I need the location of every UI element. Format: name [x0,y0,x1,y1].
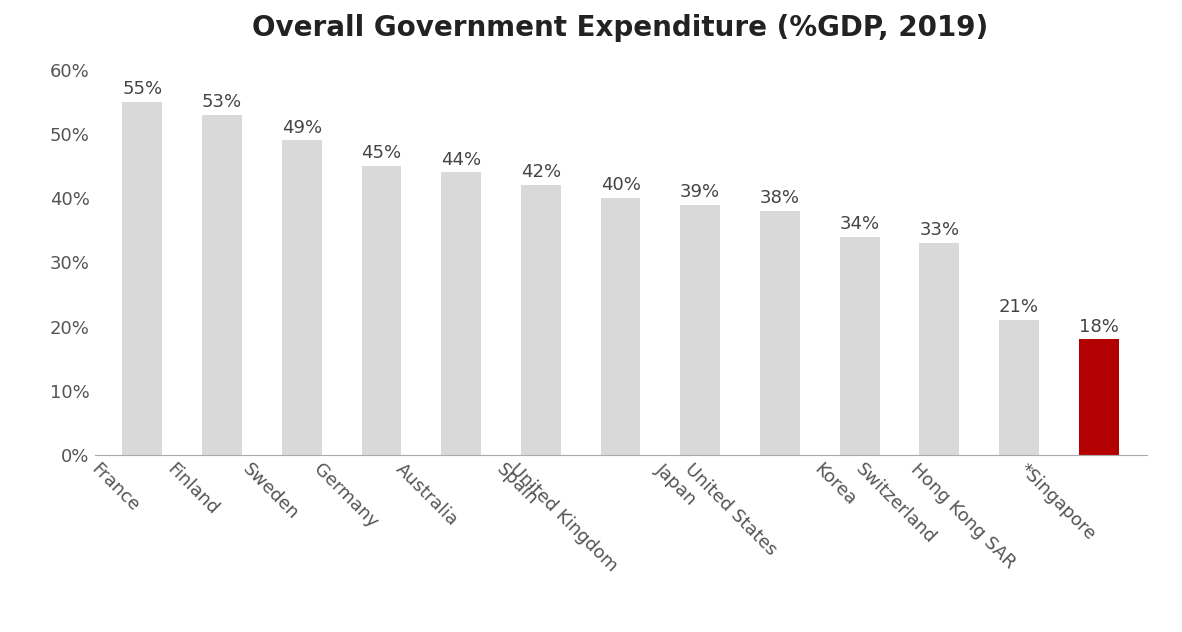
Bar [1079,339,1118,455]
Bar [441,173,481,455]
Bar [521,185,560,455]
Text: 55%: 55% [122,80,162,98]
Bar [920,243,960,455]
Bar [123,102,162,455]
Text: 21%: 21% [999,298,1039,317]
Bar [999,320,1039,455]
Text: 45%: 45% [362,144,402,162]
Bar [600,198,641,455]
Text: 18%: 18% [1079,318,1118,336]
Text: 44%: 44% [441,150,481,169]
Bar [362,166,402,455]
Text: 53%: 53% [202,93,242,111]
Bar [281,140,322,455]
Bar [681,205,720,455]
Bar [760,211,800,455]
Text: 40%: 40% [600,176,641,194]
Text: 49%: 49% [281,119,322,137]
Text: 33%: 33% [920,221,960,240]
Text: 42%: 42% [521,164,561,181]
Bar [202,114,242,455]
Text: 38%: 38% [760,189,800,207]
Title: Overall Government Expenditure (%GDP, 2019): Overall Government Expenditure (%GDP, 20… [253,14,988,42]
Text: 39%: 39% [680,183,720,201]
Text: 34%: 34% [839,215,879,233]
Bar [839,237,879,455]
